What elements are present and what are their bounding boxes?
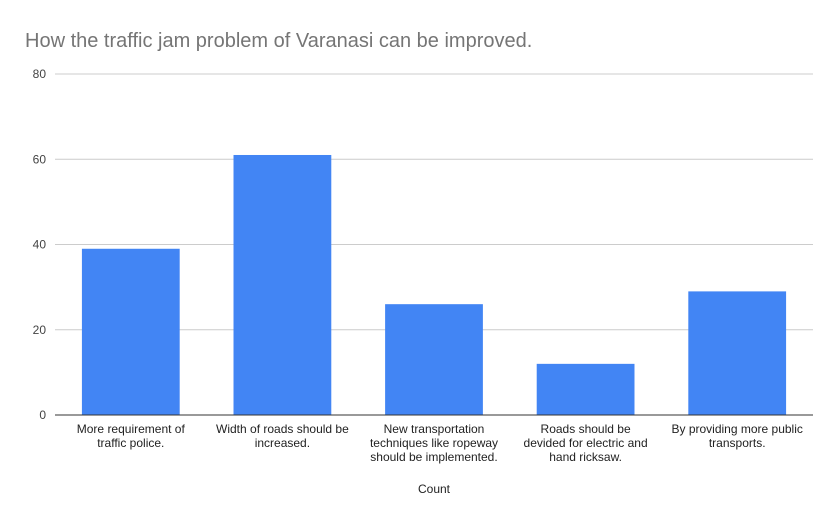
y-tick-label: 40 xyxy=(33,238,47,252)
x-category-label-line: By providing more public xyxy=(671,422,802,436)
x-category-label: By providing more public transports. xyxy=(671,422,802,450)
x-category-label-line: transports. xyxy=(709,436,766,450)
x-category-label-line: New transportation xyxy=(384,422,485,436)
y-tick-label: 60 xyxy=(33,152,47,166)
x-axis-title: Count xyxy=(418,482,451,496)
x-category-label-line: hand ricksaw. xyxy=(549,450,622,464)
x-category-label: New transportation techniques like ropewa… xyxy=(370,422,498,464)
x-category-label-line: traffic police. xyxy=(97,436,164,450)
x-category-label: Width of roads should be increased. xyxy=(216,422,349,450)
bar xyxy=(233,154,332,416)
bar xyxy=(688,291,787,415)
y-axis-ticks: 0 20 40 60 80 xyxy=(33,67,47,422)
x-category-label: Roads should be devided for electric and h… xyxy=(524,422,648,464)
x-category-label-line: Roads should be xyxy=(541,422,631,436)
x-category-label-line: devided for electric and xyxy=(524,436,648,450)
x-category-label-line: More requirement of xyxy=(77,422,186,436)
bars xyxy=(81,154,787,416)
x-category-label-line: increased. xyxy=(255,436,310,450)
bar xyxy=(385,304,483,415)
bar xyxy=(81,248,180,415)
y-tick-label: 0 xyxy=(39,408,46,422)
x-category-label-line: Width of roads should be xyxy=(216,422,349,436)
y-tick-label: 20 xyxy=(33,323,47,337)
x-category-label-line: techniques like ropeway xyxy=(370,436,498,450)
y-tick-label: 80 xyxy=(33,67,47,81)
bar xyxy=(536,363,635,415)
x-category-label: More requirement of traffic police. xyxy=(77,422,186,450)
x-axis-categories: More requirement of traffic police. Width … xyxy=(77,422,803,464)
x-category-label-line: should be implemented. xyxy=(370,450,497,464)
chart-title: How the traffic jam problem of Varanasi … xyxy=(25,30,532,52)
